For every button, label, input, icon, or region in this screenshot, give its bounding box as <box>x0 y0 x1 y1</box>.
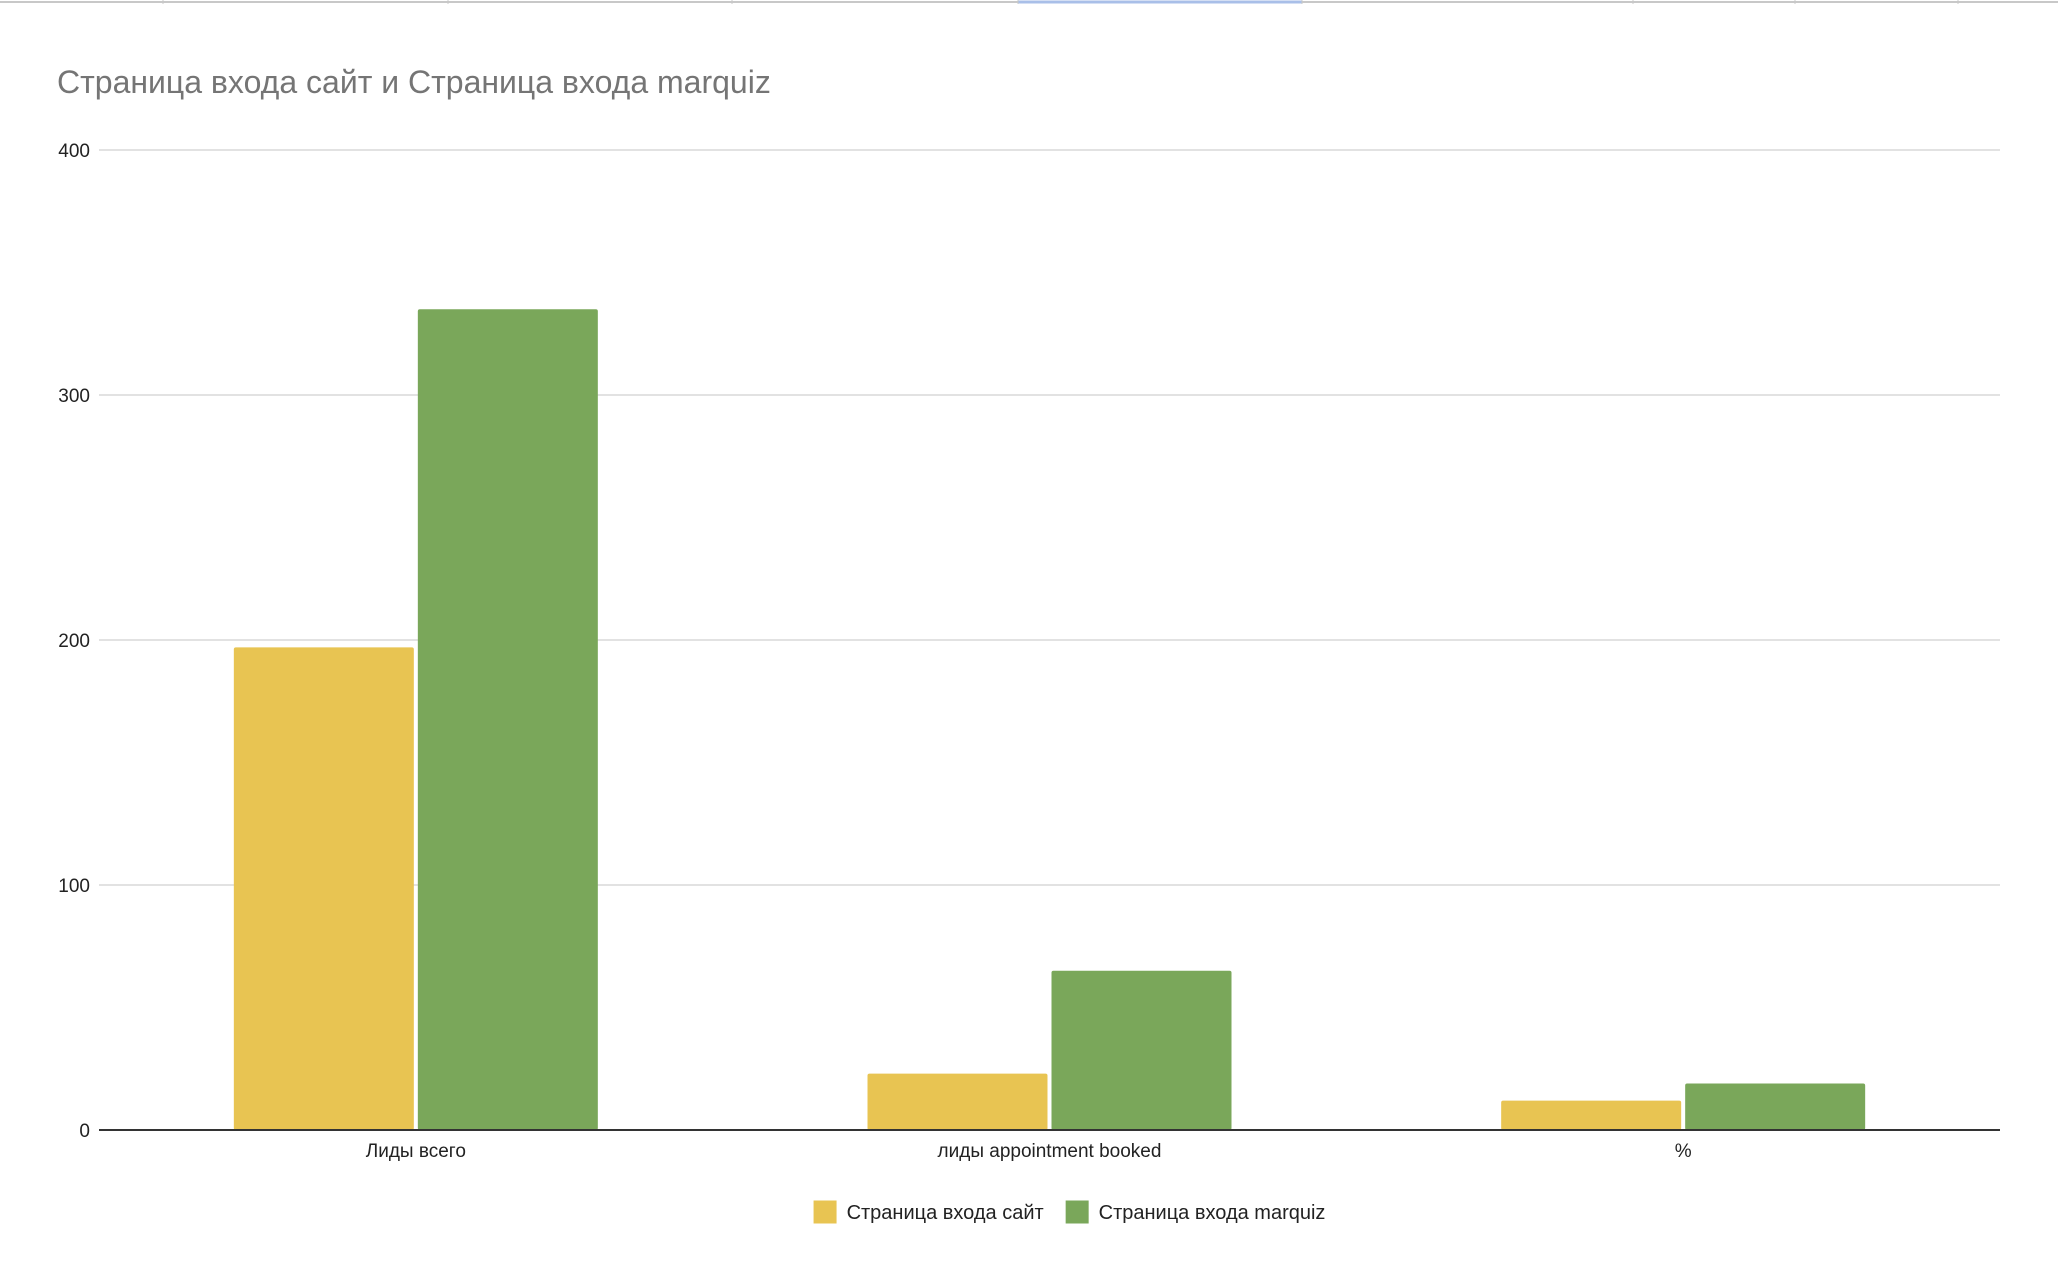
legend-swatch <box>813 1200 837 1224</box>
chart-title: Страница входа сайт и Страница входа mar… <box>57 64 771 100</box>
x-tick-label: лиды appointment booked <box>938 1141 1162 1162</box>
bar-marquiz-1[interactable] <box>1051 970 1232 1130</box>
x-axis-tick-labels: Лиды всего лиды appointment booked% <box>366 1141 1692 1162</box>
legend-swatch <box>1065 1200 1089 1224</box>
bar-site-1[interactable] <box>867 1073 1048 1130</box>
legend-item-site[interactable]: Страница входа сайт <box>813 1200 1044 1225</box>
bars <box>233 309 1866 1130</box>
y-tick-label: 400 <box>58 141 90 162</box>
x-tick-label: Лиды всего <box>366 1141 466 1162</box>
legend-label: Страница входа marquiz <box>1099 1202 1326 1224</box>
y-tick-label: 100 <box>58 876 90 897</box>
top-edge-strip <box>0 0 2058 4</box>
x-tick-label: % <box>1675 1141 1692 1162</box>
bar-marquiz-0[interactable] <box>417 309 598 1130</box>
bar-marquiz-2[interactable] <box>1685 1083 1866 1130</box>
grid-lines <box>99 149 2000 886</box>
y-tick-label: 0 <box>79 1121 90 1142</box>
legend-item-marquiz[interactable]: Страница входа marquiz <box>1065 1200 1326 1225</box>
y-tick-label: 200 <box>58 631 90 652</box>
y-axis-tick-labels: 0 100 200 300 400 <box>58 141 90 1142</box>
legend: Страница входа сайт Страница входа marqui… <box>813 1200 1326 1225</box>
legend-label: Страница входа сайт <box>847 1202 1044 1224</box>
y-tick-label: 300 <box>58 386 90 407</box>
bar-site-2[interactable] <box>1501 1100 1682 1130</box>
bar-site-0[interactable] <box>233 647 414 1130</box>
